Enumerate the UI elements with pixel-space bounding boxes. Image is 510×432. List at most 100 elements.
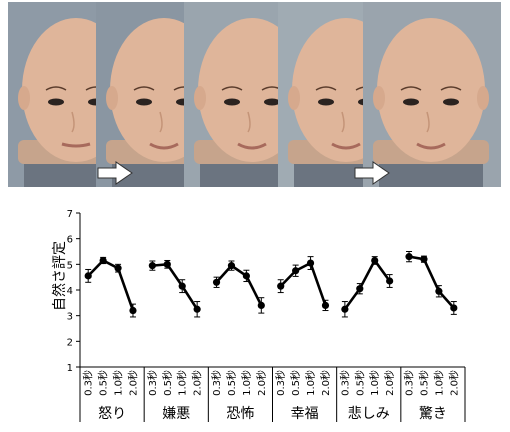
data-point (242, 272, 250, 280)
data-point (84, 272, 92, 280)
nose (247, 111, 251, 133)
data-point (321, 301, 330, 309)
series-group (277, 256, 330, 312)
x-category-label: 0.5秒 (97, 370, 110, 396)
eye-left (318, 98, 334, 106)
group-label: 幸福 (291, 406, 319, 422)
nose (159, 111, 163, 133)
nose (71, 111, 75, 133)
transition-arrow-icon (354, 161, 390, 185)
robot-face-photo-strip (8, 2, 501, 187)
series-line (408, 255, 455, 309)
brow-left (400, 86, 422, 91)
transition-arrow-icon (97, 161, 133, 185)
group-label: 恐怖 (226, 405, 254, 422)
x-category-label: 0.5秒 (353, 370, 366, 396)
x-category-label: 2.0秒 (255, 370, 268, 396)
mouth (237, 142, 267, 150)
mouth (149, 142, 179, 150)
data-point (371, 256, 379, 265)
eye-left (48, 98, 64, 106)
face-panel (363, 2, 501, 187)
series-line (152, 262, 199, 310)
data-point (129, 306, 137, 315)
data-point (386, 277, 394, 285)
y-axis-label: 自然さ評定 (51, 241, 68, 311)
brow-right (440, 86, 462, 91)
x-category-label: 1.0秒 (112, 370, 125, 396)
y-tick-label: 1 (67, 363, 73, 374)
group-label: 驚き (419, 405, 447, 422)
series-group (405, 251, 458, 315)
mouth (61, 142, 91, 148)
x-category-label: 2.0秒 (447, 370, 460, 396)
data-point (148, 262, 156, 270)
y-tick-label: 7 (67, 209, 73, 220)
data-point (257, 301, 265, 309)
series-group (341, 256, 394, 318)
series-line (343, 258, 391, 311)
eye-right (264, 98, 280, 106)
y-tick-label: 5 (67, 260, 73, 271)
eye-left (136, 98, 152, 106)
series-group (212, 260, 265, 314)
data-point (341, 305, 349, 313)
series-group (84, 256, 137, 318)
x-category-label: 1.0秒 (176, 370, 189, 396)
ear-left (288, 86, 300, 110)
data-point (99, 256, 107, 265)
y-tick-label: 3 (67, 312, 73, 323)
y-tick-label: 4 (67, 286, 73, 297)
mouth (331, 142, 361, 150)
data-point (227, 262, 236, 270)
brow-left (133, 86, 155, 91)
series-line (87, 258, 135, 311)
data-point (292, 267, 300, 275)
data-point (420, 255, 428, 263)
ear-left (106, 86, 118, 110)
data-point (450, 304, 458, 312)
series-line (279, 261, 327, 306)
x-category-label: 1.0秒 (368, 370, 381, 396)
x-category-label: 0.5秒 (161, 370, 174, 396)
brow-left (221, 86, 243, 91)
x-category-label: 1.0秒 (432, 370, 445, 396)
y-tick-label: 2 (67, 337, 73, 348)
data-point (306, 259, 315, 267)
group-label: 悲しみ (348, 405, 390, 422)
group-label: 怒り (98, 406, 126, 422)
data-point (178, 282, 186, 290)
x-category-label: 0.3秒 (403, 370, 416, 396)
ear-left (18, 86, 30, 110)
x-category-label: 2.0秒 (383, 370, 396, 396)
eye-left (403, 98, 419, 106)
x-category-label: 0.3秒 (338, 370, 351, 396)
x-category-label: 2.0秒 (319, 370, 332, 396)
data-point (356, 285, 364, 293)
data-point (114, 264, 122, 272)
y-tick-label: 6 (67, 235, 73, 246)
x-category-label: 0.3秒 (274, 370, 287, 396)
eye-right (443, 98, 459, 106)
x-category-label: 0.5秒 (225, 370, 238, 396)
data-point (405, 253, 413, 261)
group-label: 嫌悪 (162, 406, 190, 422)
ear-right (477, 86, 489, 110)
eye-left (224, 98, 240, 106)
series-group (148, 259, 201, 318)
brow-left (315, 86, 337, 91)
x-category-label: 1.0秒 (304, 370, 317, 396)
ear-left (194, 86, 206, 110)
x-category-label: 1.0秒 (240, 370, 253, 396)
data-point (193, 305, 201, 313)
series-line (215, 263, 263, 306)
x-category-label: 0.3秒 (146, 370, 159, 396)
x-category-label: 2.0秒 (191, 370, 204, 396)
nose (426, 111, 430, 133)
mouth (416, 142, 446, 150)
face-head (377, 18, 485, 162)
nose (341, 111, 345, 133)
data-point (277, 282, 285, 290)
ear-left (373, 86, 385, 110)
